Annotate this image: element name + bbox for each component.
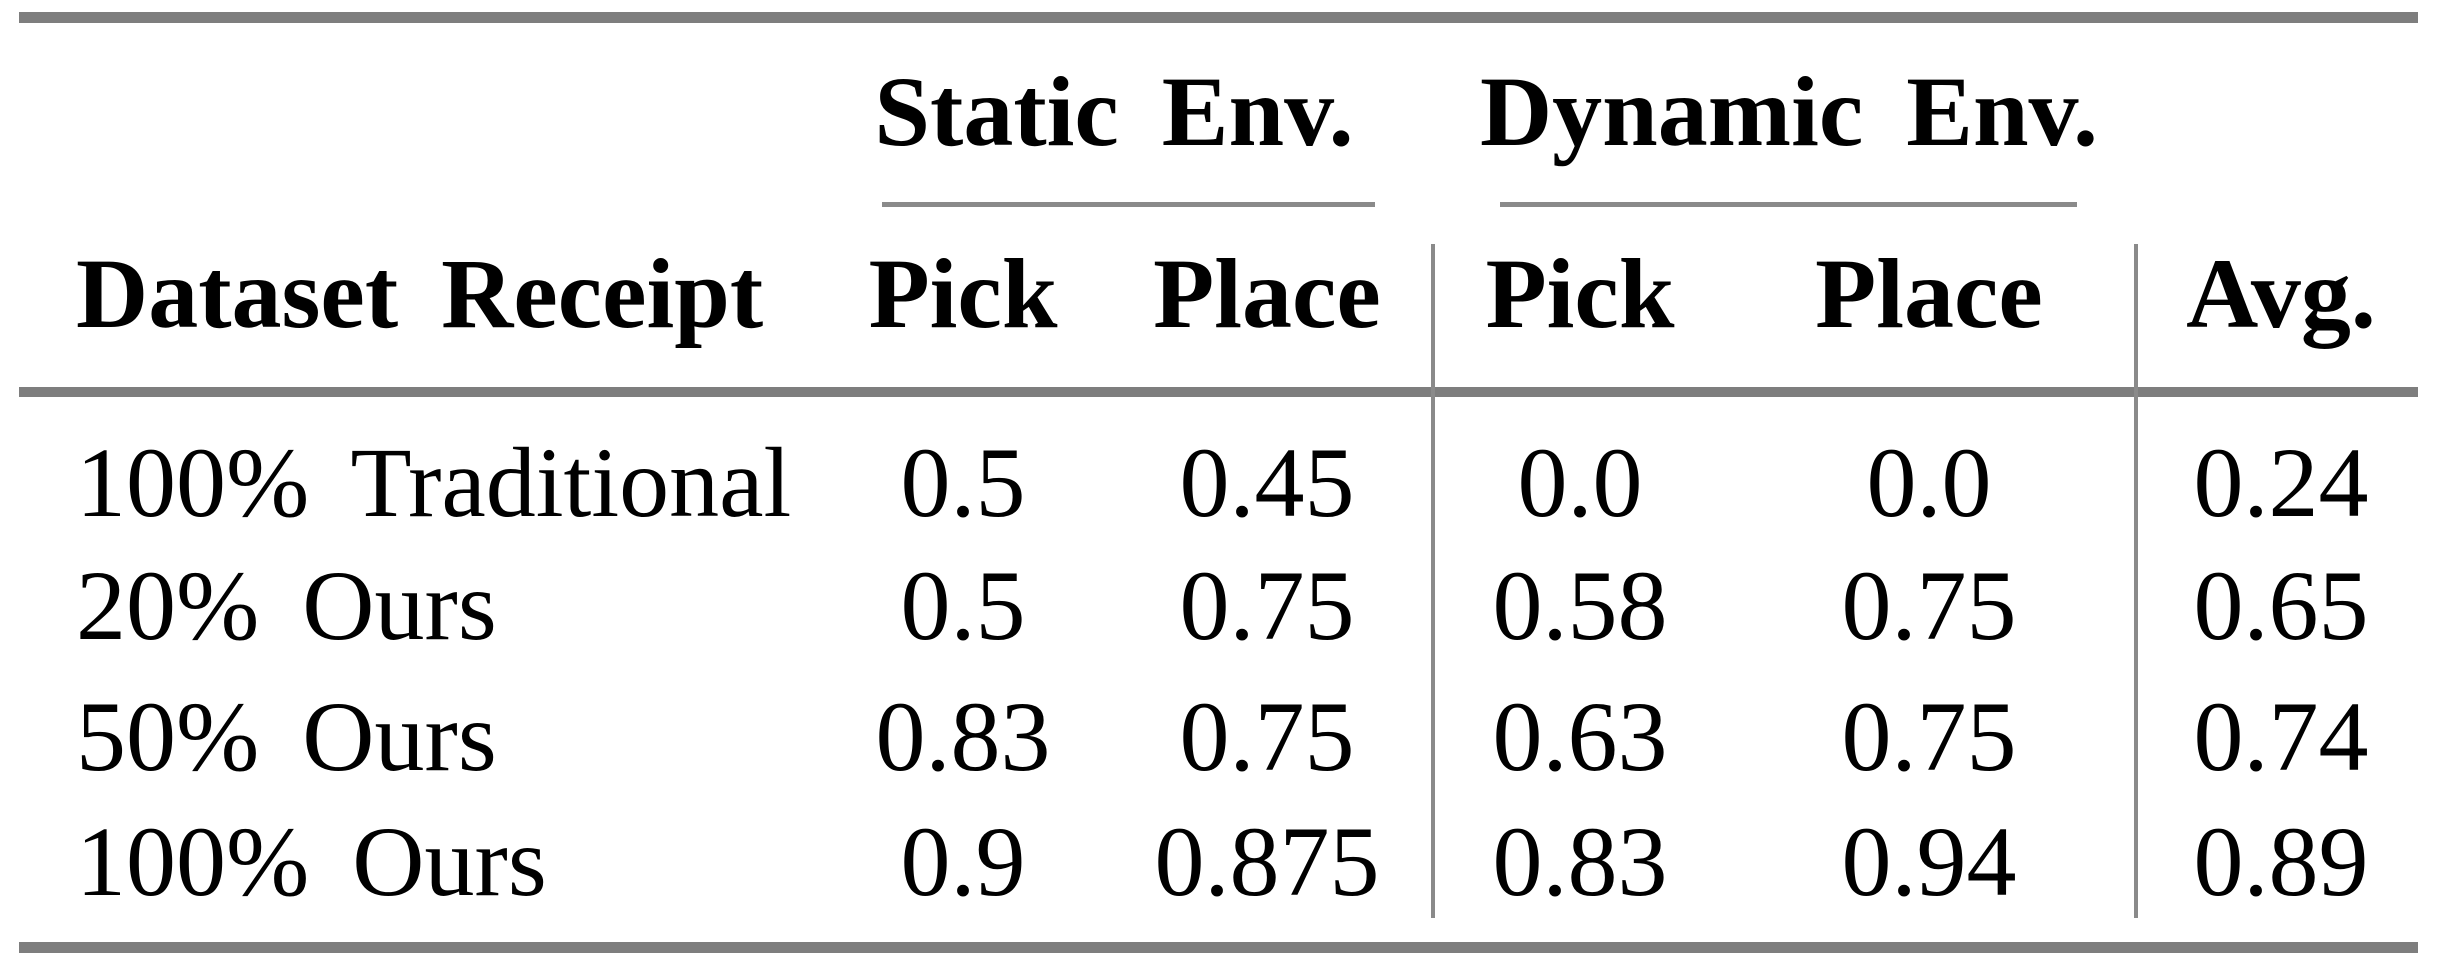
header-body-rule — [19, 387, 2418, 397]
header-static-place: Place — [1153, 238, 1381, 349]
header-static-pick: Pick — [868, 238, 1058, 349]
cell-static-pick: 0.83 — [875, 681, 1051, 792]
cell-static-place: 0.45 — [1179, 427, 1355, 538]
row-label: 100% Ours — [76, 806, 547, 917]
cell-dynamic-place: 0.75 — [1841, 550, 2017, 661]
cell-avg: 0.65 — [2193, 550, 2369, 661]
row-label: 50% Ours — [76, 681, 497, 792]
divider-dynamic-avg — [2134, 244, 2138, 918]
cell-static-pick: 0.5 — [900, 550, 1026, 661]
cell-avg: 0.24 — [2193, 427, 2369, 538]
cell-dynamic-place: 0.94 — [1841, 806, 2017, 917]
cell-dynamic-pick: 0.0 — [1517, 427, 1643, 538]
cell-avg: 0.74 — [2193, 681, 2369, 792]
cell-dynamic-pick: 0.63 — [1492, 681, 1668, 792]
column-group-dynamic-env: Dynamic Env. — [1479, 56, 2099, 167]
column-group-static-env: Static Env. — [874, 56, 1354, 167]
cell-dynamic-pick: 0.83 — [1492, 806, 1668, 917]
header-avg: Avg. — [2186, 238, 2376, 349]
header-dataset-receipt: Dataset Receipt — [76, 238, 764, 349]
row-label: 100% Traditional — [76, 427, 792, 538]
top-rule — [19, 12, 2418, 23]
row-label: 20% Ours — [76, 550, 497, 661]
cell-static-pick: 0.9 — [900, 806, 1026, 917]
header-dynamic-pick: Pick — [1485, 238, 1675, 349]
cell-dynamic-pick: 0.58 — [1492, 550, 1668, 661]
dynamic-env-underline — [1500, 202, 2077, 207]
cell-static-place: 0.75 — [1179, 550, 1355, 661]
cell-static-place: 0.875 — [1154, 806, 1380, 917]
cell-static-place: 0.75 — [1179, 681, 1355, 792]
static-env-underline — [882, 202, 1375, 207]
bottom-rule — [19, 942, 2418, 953]
cell-static-pick: 0.5 — [900, 427, 1026, 538]
header-dynamic-place: Place — [1815, 238, 2043, 349]
cell-avg: 0.89 — [2193, 806, 2369, 917]
cell-dynamic-place: 0.0 — [1866, 427, 1992, 538]
divider-static-dynamic — [1431, 244, 1435, 918]
cell-dynamic-place: 0.75 — [1841, 681, 2017, 792]
